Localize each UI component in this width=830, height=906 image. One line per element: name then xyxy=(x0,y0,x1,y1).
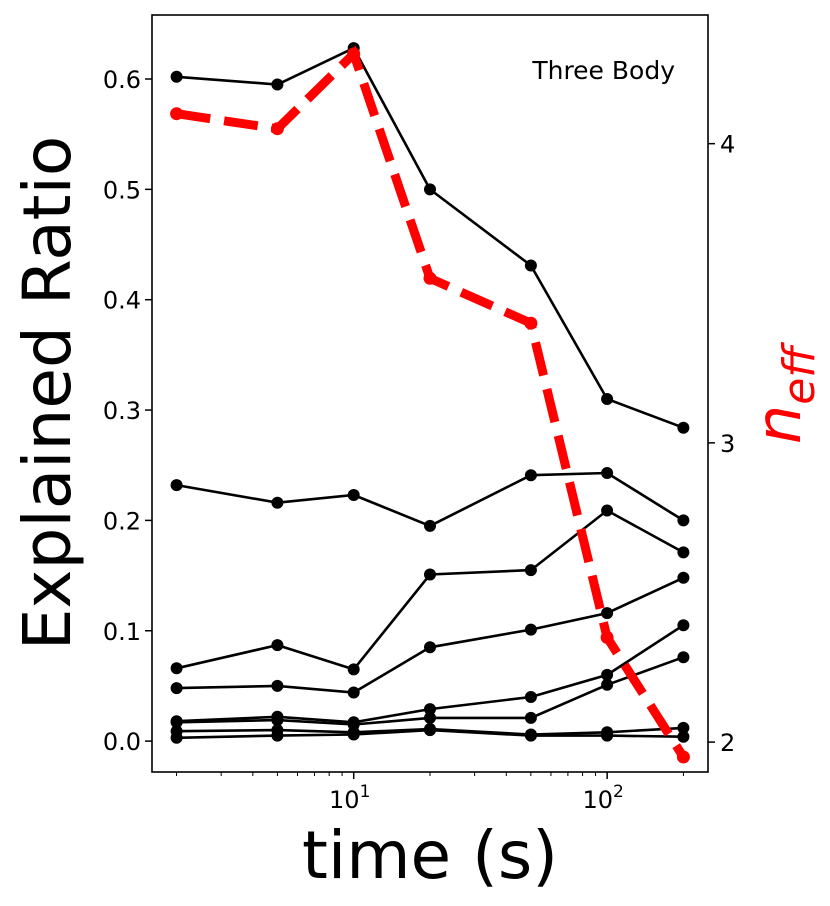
neff-data-point xyxy=(347,47,361,61)
data-point xyxy=(524,691,537,703)
x-tick-label-base: 10 xyxy=(329,786,360,814)
series-line xyxy=(176,46,684,429)
chart-annotation: Three Body xyxy=(531,56,675,85)
y2-axis-title-sub: eff xyxy=(774,342,825,405)
data-point xyxy=(271,639,284,652)
data-point xyxy=(677,651,690,664)
data-point xyxy=(601,729,614,742)
x-tick-label-exponent: 1 xyxy=(360,782,371,802)
neff-data-point xyxy=(524,316,538,330)
data-point xyxy=(424,519,436,532)
data-point xyxy=(424,641,436,654)
y-tick-label: 0.5 xyxy=(103,176,141,204)
data-point xyxy=(524,729,537,742)
data-point xyxy=(347,728,360,741)
data-point xyxy=(170,662,183,675)
x-tick-label-base: 10 xyxy=(582,786,613,814)
data-point xyxy=(271,729,284,742)
y-tick-label: 0.2 xyxy=(103,507,141,535)
y-axis-title: Explained Ratio xyxy=(9,136,86,651)
neff-data-point xyxy=(270,122,284,136)
data-point xyxy=(524,564,537,577)
data-point xyxy=(170,716,183,729)
data-point xyxy=(677,546,690,559)
y-tick-label: 0.0 xyxy=(103,728,141,756)
y2-tick-label: 4 xyxy=(720,131,735,159)
data-point xyxy=(677,730,690,743)
data-point xyxy=(424,711,436,724)
x-tick-label: 102 xyxy=(582,782,623,814)
data-point xyxy=(347,489,360,501)
data-point xyxy=(524,469,537,482)
data-point xyxy=(601,467,614,479)
data-point xyxy=(170,682,183,695)
y-tick-label: 0.4 xyxy=(103,287,141,315)
data-point xyxy=(271,496,284,509)
data-point xyxy=(271,78,284,91)
y2-axis-title-base: n xyxy=(742,405,815,444)
data-point xyxy=(424,703,436,716)
data-point xyxy=(601,678,614,691)
plot-frame xyxy=(151,14,709,773)
data-point xyxy=(347,663,360,676)
data-point xyxy=(601,504,614,517)
y-tick-label: 0.3 xyxy=(103,397,141,425)
data-point xyxy=(271,679,284,692)
data-point xyxy=(347,686,360,699)
data-point xyxy=(424,568,436,581)
data-point xyxy=(601,668,614,681)
neff-data-point xyxy=(423,271,437,285)
data-layer xyxy=(170,42,690,764)
series-line xyxy=(176,471,685,528)
neff-data-point xyxy=(600,630,614,644)
data-point xyxy=(677,721,690,734)
x-axis-title: time (s) xyxy=(302,817,558,894)
data-point xyxy=(524,711,537,724)
y-tick-label: 0.6 xyxy=(103,66,141,94)
data-point xyxy=(424,183,436,196)
x-tick-label-exponent: 2 xyxy=(613,782,624,802)
data-point xyxy=(271,714,284,727)
data-point xyxy=(677,514,690,527)
y-tick-label: 0.1 xyxy=(103,618,141,646)
y2-tick-label: 3 xyxy=(720,430,735,458)
data-point xyxy=(601,393,614,405)
neff-data-point xyxy=(676,750,690,764)
data-point xyxy=(170,70,183,83)
neff-data-point xyxy=(170,107,184,121)
y2-tick-label: 2 xyxy=(720,729,735,757)
data-point xyxy=(170,731,183,744)
data-point xyxy=(424,724,436,737)
data-point xyxy=(601,607,614,620)
data-point xyxy=(677,421,690,434)
data-point xyxy=(524,259,537,272)
data-point xyxy=(524,623,537,636)
x-tick-label: 101 xyxy=(329,782,370,814)
data-point xyxy=(677,619,690,632)
data-point xyxy=(170,479,183,492)
data-point xyxy=(677,571,690,584)
y2-axis-title: neff xyxy=(742,342,825,444)
